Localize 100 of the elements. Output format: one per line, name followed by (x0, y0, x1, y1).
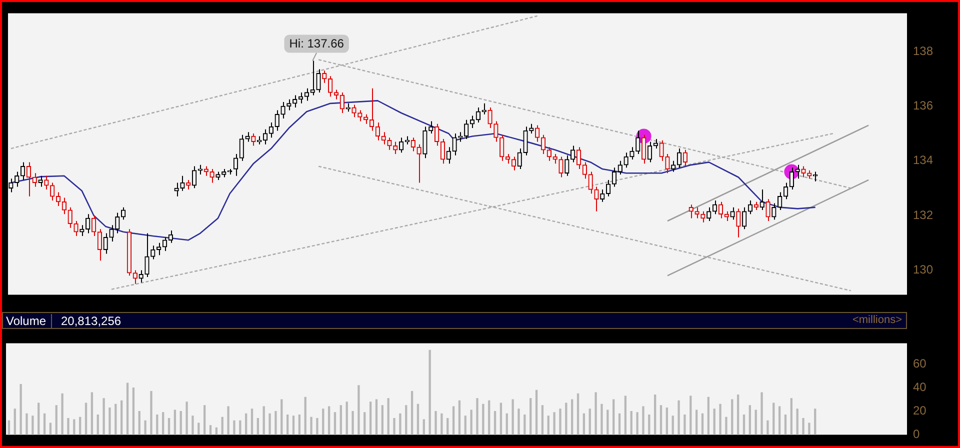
candlestick (636, 130, 640, 154)
y-tick-label: 130 (913, 262, 934, 277)
bar (559, 408, 562, 435)
candlestick (488, 107, 492, 129)
bar (14, 408, 16, 435)
candlestick (564, 154, 570, 176)
candlestick (730, 206, 735, 220)
bar (470, 410, 472, 435)
candlestick (328, 76, 333, 98)
bar (618, 413, 621, 435)
bar (268, 413, 271, 435)
candlestick (517, 148, 522, 170)
bar (754, 410, 757, 435)
bar (73, 419, 76, 435)
bar (198, 422, 200, 435)
bar (26, 413, 28, 435)
candlestick (316, 68, 321, 93)
bar (67, 418, 70, 435)
bar (280, 399, 283, 435)
bar (120, 400, 123, 435)
candlestick (624, 152, 628, 168)
bar (292, 416, 295, 435)
bar (233, 420, 236, 435)
bar (310, 416, 312, 435)
bar (500, 402, 502, 435)
bar (227, 406, 230, 435)
bar (428, 350, 431, 435)
bar (725, 416, 728, 435)
candlestick (529, 123, 534, 134)
candlestick (665, 154, 670, 174)
candlestick (233, 154, 238, 176)
bar (298, 414, 300, 435)
candlestick (422, 126, 428, 159)
bar (802, 418, 804, 435)
candlestick (416, 144, 422, 184)
candlestick (511, 156, 516, 171)
bar (168, 418, 170, 435)
bar (512, 399, 514, 435)
candlestick (91, 215, 96, 237)
bar (393, 418, 396, 435)
bar (114, 404, 117, 435)
candlestick (210, 168, 214, 184)
bar (494, 410, 496, 435)
candlestick (766, 198, 770, 222)
bar (535, 390, 538, 435)
bar (32, 416, 34, 435)
bar (690, 396, 692, 435)
candlestick (410, 137, 416, 152)
candlestick (570, 145, 576, 163)
bar (624, 396, 627, 435)
bar (796, 408, 798, 435)
bar (760, 392, 763, 435)
bar (576, 393, 580, 435)
candlestick (204, 166, 208, 176)
bar (203, 405, 206, 435)
bar (180, 410, 182, 435)
candlestick (659, 140, 664, 162)
bar (174, 410, 176, 435)
bar (707, 396, 710, 435)
candlestick (310, 60, 315, 96)
bar (713, 408, 716, 435)
candlestick (286, 98, 292, 111)
bar (156, 414, 158, 435)
candlestick (641, 134, 646, 164)
bar (256, 418, 260, 435)
bar (600, 404, 603, 435)
bar (244, 413, 248, 435)
candlestick (251, 132, 256, 146)
candlestick (304, 88, 310, 102)
bar (304, 396, 306, 435)
bar (524, 414, 526, 435)
candlestick (381, 132, 386, 145)
candlestick (754, 201, 759, 211)
bar (387, 398, 390, 435)
y-tick-label: 20 (913, 404, 927, 418)
bar (340, 405, 342, 435)
bar (784, 414, 787, 435)
bar (358, 385, 360, 435)
bar (150, 391, 152, 435)
candlestick (464, 119, 469, 140)
bar (814, 408, 816, 435)
bar (731, 399, 734, 435)
bar (96, 414, 99, 435)
bar (422, 419, 425, 435)
bar (61, 393, 64, 435)
bar (582, 413, 586, 435)
bar (20, 384, 22, 435)
bar (701, 413, 704, 435)
bar (458, 400, 461, 435)
candlestick (452, 132, 457, 156)
candlestick (109, 224, 114, 242)
candlestick (186, 179, 191, 190)
bar (90, 392, 94, 435)
candlestick (97, 228, 102, 262)
bar (642, 406, 644, 435)
bar (79, 416, 82, 435)
candlestick (535, 124, 540, 142)
bar (316, 418, 318, 435)
bar (192, 416, 194, 435)
bar (209, 425, 212, 435)
